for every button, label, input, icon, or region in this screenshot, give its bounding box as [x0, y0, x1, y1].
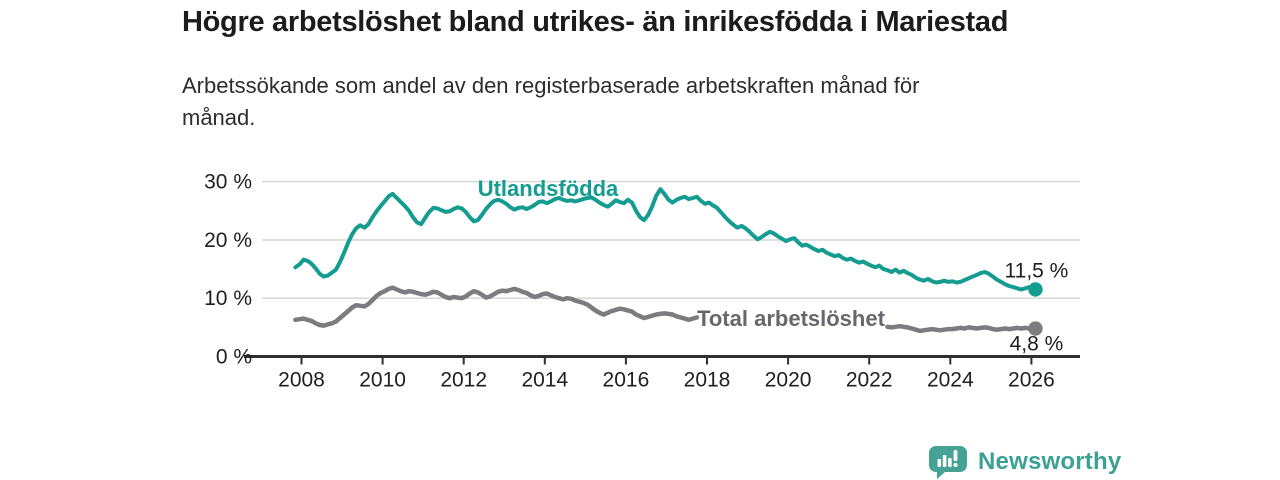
- x-tick-label-2020: 2020: [765, 369, 812, 392]
- series-line-0-seg-0: [293, 187, 1038, 292]
- end-dot-1: [1028, 321, 1043, 336]
- x-tick-label-2016: 2016: [603, 369, 650, 392]
- y-tick-label-20pct: 20 %: [204, 229, 252, 252]
- x-tick-label-2026: 2026: [1008, 369, 1055, 392]
- newsworthy-logo: Newsworthy: [928, 445, 1121, 479]
- series-line-1-seg-1: [885, 323, 1038, 334]
- y-tick-label-30pct: 30 %: [204, 171, 252, 194]
- y-tick-label-0pct: 0 %: [216, 346, 252, 369]
- series-line-1-seg-0: [293, 285, 700, 328]
- brand-name: Newsworthy: [978, 448, 1122, 475]
- x-tick-label-2010: 2010: [359, 369, 406, 392]
- end-dot-0: [1028, 282, 1043, 297]
- subtitle-line-1: Arbetssökande som andel av den registerb…: [182, 73, 920, 98]
- series-label-1: Total arbetslöshet: [697, 306, 886, 331]
- x-tick-label-2012: 2012: [440, 369, 487, 392]
- x-tick-label-2008: 2008: [278, 369, 325, 392]
- end-label-1: 4,8 %: [1010, 333, 1064, 356]
- x-tick-label-2022: 2022: [846, 369, 893, 392]
- newsworthy-bubble-icon: [929, 446, 967, 479]
- chart-subtitle: Arbetssökande som andel av den registerb…: [182, 70, 1082, 134]
- subtitle-line-2: månad.: [182, 105, 256, 130]
- end-label-0: 11,5 %: [1005, 259, 1069, 282]
- series-label-0: Utlandsfödda: [478, 176, 619, 201]
- x-tick-label-2024: 2024: [927, 369, 974, 392]
- y-tick-label-10pct: 10 %: [204, 287, 252, 310]
- x-tick-label-2014: 2014: [521, 369, 568, 392]
- page-title: Högre arbetslöshet bland utrikes- än inr…: [182, 6, 1009, 38]
- x-tick-label-2018: 2018: [684, 369, 731, 392]
